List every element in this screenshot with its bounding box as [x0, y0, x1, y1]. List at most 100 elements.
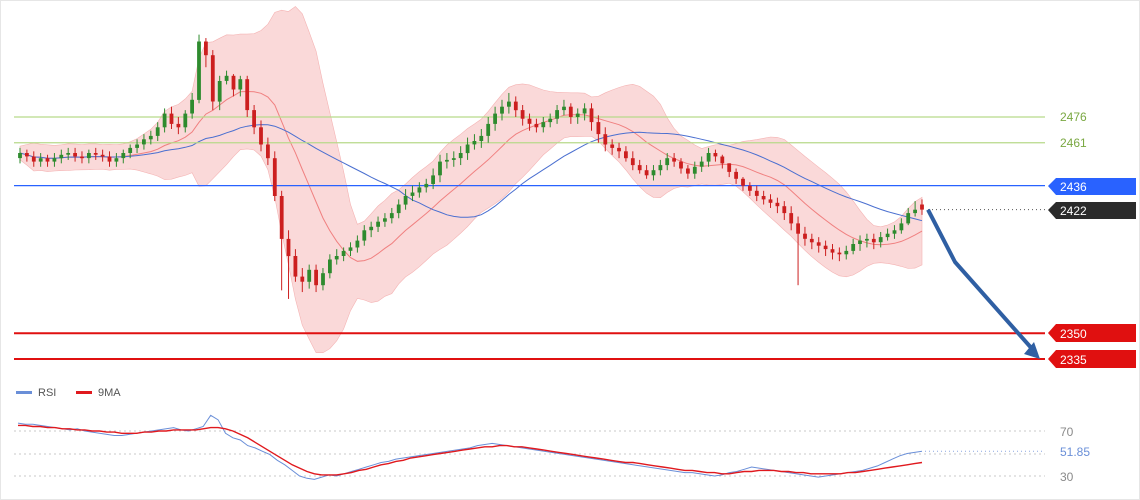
candle-body — [348, 247, 353, 251]
candle-body — [568, 106, 573, 117]
candle-body — [38, 158, 43, 162]
candle-body — [341, 250, 346, 256]
candle-body — [699, 161, 704, 167]
candle-body — [224, 75, 229, 81]
candle-body — [527, 118, 532, 124]
support-2-tag-label: 2335 — [1060, 353, 1087, 367]
pivot-tag-bg — [1048, 178, 1136, 195]
candle-body — [844, 250, 849, 255]
candle-body — [830, 249, 835, 253]
current-price-tag: 2422 — [1048, 202, 1136, 219]
candle-body — [713, 153, 718, 157]
candle-body — [878, 237, 883, 243]
candle-body — [885, 233, 890, 238]
level-label-r1: 2476 — [1060, 110, 1087, 124]
pivot-tag-label: 2436 — [1060, 180, 1087, 194]
candle-body — [334, 256, 339, 260]
forecast-arrow — [926, 208, 1040, 359]
candle-body — [135, 144, 139, 148]
candle-body — [706, 153, 711, 162]
candle-body — [589, 108, 594, 123]
candle-body — [479, 135, 484, 141]
candle-body — [809, 238, 814, 243]
candle-body — [630, 158, 635, 166]
rsi-current-value: 51.85 — [1060, 445, 1090, 459]
candle-body — [162, 113, 167, 128]
candle-body — [672, 158, 676, 162]
candlesticks — [18, 34, 924, 299]
ma-long-line — [19, 124, 923, 222]
candle-body — [486, 123, 491, 136]
candle-body — [376, 221, 380, 227]
candle-body — [73, 153, 77, 157]
candle-body — [748, 185, 752, 191]
candle-body — [355, 240, 360, 248]
candle-body — [624, 151, 628, 159]
candle-body — [500, 106, 504, 114]
current-tag-label: 2422 — [1060, 204, 1087, 218]
candle-body — [796, 223, 800, 234]
rsi-legend-label: RSI — [38, 387, 56, 399]
candle-body — [555, 110, 559, 119]
candle-body — [31, 156, 36, 162]
candle-body — [727, 163, 732, 172]
candle-body — [410, 192, 415, 196]
candle-body — [389, 213, 394, 219]
candle-body — [417, 187, 422, 193]
candle-body — [920, 204, 924, 210]
candle-body — [548, 118, 553, 123]
candle-body — [204, 41, 208, 56]
level-label-r2: 2461 — [1060, 136, 1087, 150]
candle-body — [217, 81, 222, 102]
rsi-line — [17, 414, 923, 480]
candle-body — [472, 141, 477, 145]
candle-body — [231, 75, 236, 90]
candle-body — [789, 213, 794, 224]
support-1-tag-label: 2350 — [1060, 327, 1087, 341]
candle-body — [307, 269, 312, 282]
candle-body — [279, 196, 284, 239]
candle-body — [803, 233, 807, 239]
candle-body — [761, 196, 766, 200]
candle-body — [93, 153, 98, 155]
candle-body — [513, 101, 518, 111]
candle-body — [45, 158, 50, 162]
candle-body — [210, 55, 215, 102]
support-1-tag-bg — [1048, 324, 1136, 342]
bollinger-band-area — [19, 6, 923, 353]
candle-body — [734, 171, 738, 179]
rsi-lines — [17, 414, 1045, 480]
candle-body — [913, 209, 917, 214]
candle-body — [25, 153, 29, 157]
candle-body — [286, 238, 291, 257]
candle-body — [665, 158, 670, 166]
candle-body — [644, 170, 649, 176]
candle-body — [754, 190, 759, 196]
candle-body — [362, 230, 367, 241]
rsi-tick-70: 70 — [1060, 425, 1074, 439]
candle-body — [865, 238, 869, 241]
candle-body — [775, 202, 780, 207]
candle-body — [451, 158, 456, 160]
rsi-tick-30: 30 — [1060, 470, 1074, 484]
candle-body — [128, 147, 133, 153]
candle-body — [720, 156, 725, 164]
candle-body — [782, 206, 787, 214]
candle-body — [871, 238, 876, 243]
candle-body — [87, 153, 91, 159]
candle-body — [66, 153, 71, 155]
pivot-price-tag: 2436 — [1048, 178, 1136, 195]
candle-body — [458, 153, 463, 159]
candle-body — [183, 113, 188, 128]
candle-body — [396, 204, 401, 214]
candle-body — [465, 144, 470, 154]
candle-body — [100, 154, 105, 157]
rsi-legend: RSI 9MA — [16, 387, 121, 399]
candle-body — [837, 252, 842, 255]
candle-body — [493, 113, 497, 124]
candle-body — [658, 165, 663, 171]
candle-body — [651, 170, 656, 176]
candle-body — [383, 218, 387, 222]
candle-body — [603, 134, 608, 145]
